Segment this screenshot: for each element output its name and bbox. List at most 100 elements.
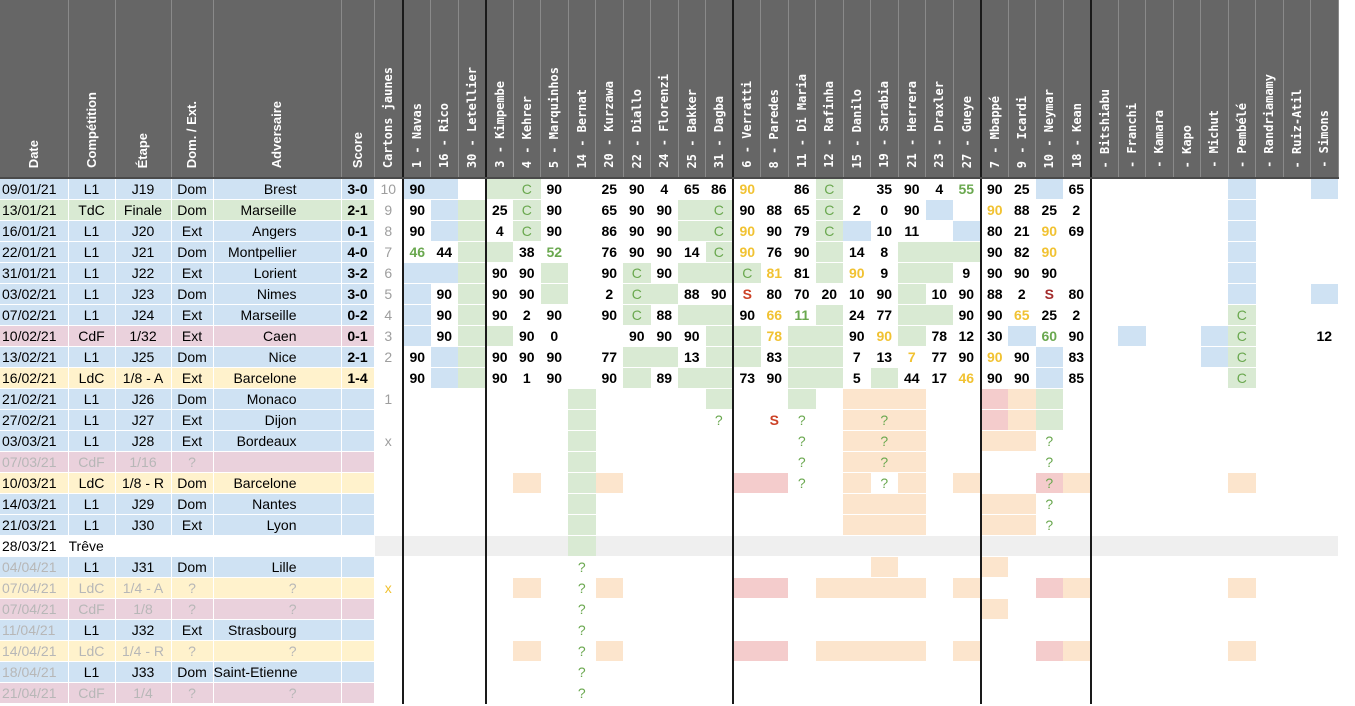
player-minutes-cell[interactable] [953, 493, 982, 515]
player-minutes-cell[interactable] [1310, 535, 1338, 557]
player-minutes-cell[interactable] [760, 388, 788, 410]
header-player[interactable]: 8 - Paredes [760, 0, 789, 179]
player-minutes-cell[interactable] [1283, 556, 1311, 578]
player-minutes-cell[interactable] [650, 388, 678, 410]
player-minutes-cell[interactable] [980, 430, 1008, 452]
player-minutes-cell[interactable] [953, 409, 982, 431]
player-minutes-cell[interactable] [1063, 409, 1092, 431]
player-minutes-cell[interactable] [898, 661, 926, 683]
adversaire-cell[interactable]: Montpellier [213, 241, 342, 263]
date-cell[interactable]: 22/01/21 [0, 241, 69, 263]
adversaire-cell[interactable]: Barcelone [213, 472, 342, 494]
competition-cell[interactable]: CdF [68, 451, 116, 473]
player-minutes-cell[interactable] [430, 619, 458, 641]
score-cell[interactable]: 3-2 [341, 262, 375, 284]
player-minutes-cell[interactable]: 30 [980, 325, 1008, 347]
player-minutes-cell[interactable] [1173, 640, 1201, 662]
player-minutes-cell[interactable] [1063, 472, 1092, 494]
player-minutes-cell[interactable] [1255, 367, 1283, 389]
player-minutes-cell[interactable] [980, 619, 1008, 641]
competition-cell[interactable]: CdF [68, 325, 116, 347]
player-minutes-cell[interactable] [1310, 430, 1338, 452]
player-minutes-cell[interactable] [1090, 661, 1118, 683]
player-minutes-cell[interactable] [705, 304, 734, 326]
player-minutes-cell[interactable] [403, 451, 431, 473]
player-minutes-cell[interactable] [403, 556, 431, 578]
date-cell[interactable]: 07/02/21 [0, 304, 69, 326]
player-minutes-cell[interactable] [1035, 661, 1063, 683]
player-minutes-cell[interactable] [458, 556, 487, 578]
player-minutes-cell[interactable] [1310, 451, 1338, 473]
player-minutes-cell[interactable]: 46 [953, 367, 982, 389]
player-minutes-cell[interactable] [458, 682, 487, 704]
player-minutes-cell[interactable]: 90 [430, 283, 458, 305]
player-minutes-cell[interactable] [1090, 409, 1118, 431]
player-minutes-cell[interactable] [1283, 640, 1311, 662]
player-minutes-cell[interactable] [1118, 556, 1146, 578]
player-minutes-cell[interactable] [1283, 682, 1311, 704]
date-cell[interactable]: 14/04/21 [0, 640, 69, 662]
player-minutes-cell[interactable] [898, 430, 926, 452]
player-minutes-cell[interactable] [1145, 220, 1173, 242]
player-minutes-cell[interactable] [595, 640, 623, 662]
player-minutes-cell[interactable] [1173, 472, 1201, 494]
player-minutes-cell[interactable] [1008, 388, 1036, 410]
etape-cell[interactable]: J30 [115, 514, 172, 536]
player-minutes-cell[interactable] [1228, 535, 1256, 557]
player-minutes-cell[interactable]: 69 [1063, 220, 1092, 242]
player-minutes-cell[interactable] [458, 304, 487, 326]
player-minutes-cell[interactable] [1008, 535, 1036, 557]
player-minutes-cell[interactable] [705, 451, 734, 473]
player-minutes-cell[interactable]: 90 [980, 178, 1008, 200]
player-minutes-cell[interactable] [1173, 220, 1201, 242]
player-minutes-cell[interactable] [623, 598, 651, 620]
player-minutes-cell[interactable]: C [513, 199, 541, 221]
player-minutes-cell[interactable] [568, 514, 596, 536]
dom-ext-cell[interactable]: Dom [171, 283, 214, 305]
player-minutes-cell[interactable] [458, 367, 487, 389]
player-minutes-cell[interactable]: C [705, 199, 734, 221]
player-minutes-cell[interactable]: 0 [540, 325, 568, 347]
player-minutes-cell[interactable] [733, 556, 761, 578]
player-minutes-cell[interactable] [980, 682, 1008, 704]
player-minutes-cell[interactable] [678, 535, 706, 557]
player-minutes-cell[interactable] [705, 682, 734, 704]
player-minutes-cell[interactable] [650, 535, 678, 557]
player-minutes-cell[interactable] [485, 493, 513, 515]
player-minutes-cell[interactable] [925, 472, 953, 494]
header-player[interactable]: 18 - Kean [1063, 0, 1092, 179]
player-minutes-cell[interactable] [1283, 367, 1311, 389]
player-minutes-cell[interactable] [870, 619, 898, 641]
player-minutes-cell[interactable] [1118, 388, 1146, 410]
player-minutes-cell[interactable] [733, 640, 761, 662]
player-minutes-cell[interactable] [540, 619, 568, 641]
header-etape[interactable]: Étape [115, 0, 172, 179]
player-minutes-cell[interactable] [1035, 535, 1063, 557]
player-minutes-cell[interactable]: 86 [788, 178, 816, 200]
player-minutes-cell[interactable] [1255, 241, 1283, 263]
player-minutes-cell[interactable] [1173, 661, 1201, 683]
dom-ext-cell[interactable]: Dom [171, 241, 214, 263]
player-minutes-cell[interactable] [458, 451, 487, 473]
player-minutes-cell[interactable]: 90 [953, 346, 982, 368]
player-minutes-cell[interactable] [1255, 577, 1283, 599]
player-minutes-cell[interactable] [1035, 556, 1063, 578]
player-minutes-cell[interactable] [678, 682, 706, 704]
player-minutes-cell[interactable] [1063, 556, 1092, 578]
player-minutes-cell[interactable]: 2 [1063, 304, 1092, 326]
player-minutes-cell[interactable] [623, 367, 651, 389]
player-minutes-cell[interactable]: ? [1035, 514, 1063, 536]
player-minutes-cell[interactable]: 66 [760, 304, 788, 326]
player-minutes-cell[interactable] [1173, 598, 1201, 620]
player-minutes-cell[interactable]: 81 [760, 262, 788, 284]
player-minutes-cell[interactable]: 90 [650, 241, 678, 263]
header-player[interactable]: 15 - Danilo [843, 0, 871, 179]
player-minutes-cell[interactable] [513, 598, 541, 620]
player-minutes-cell[interactable]: 2 [1008, 283, 1036, 305]
player-minutes-cell[interactable] [650, 598, 678, 620]
score-cell[interactable] [341, 682, 375, 704]
player-minutes-cell[interactable]: 20 [815, 283, 843, 305]
player-minutes-cell[interactable] [1200, 388, 1228, 410]
player-minutes-cell[interactable] [1008, 325, 1036, 347]
player-minutes-cell[interactable] [1145, 472, 1173, 494]
